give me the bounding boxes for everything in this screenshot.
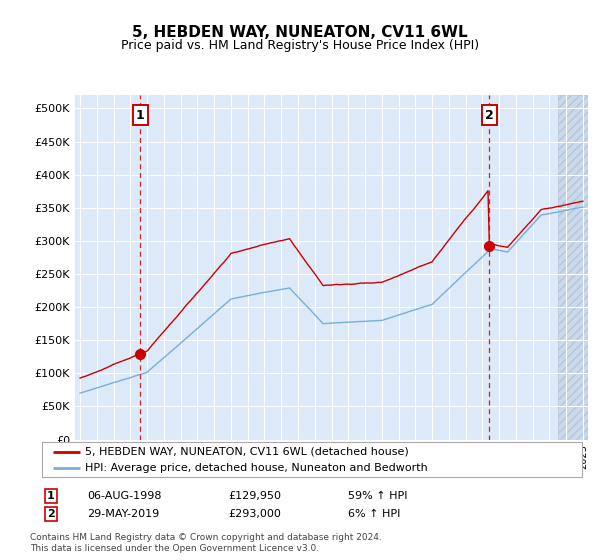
Text: £129,950: £129,950 bbox=[228, 491, 281, 501]
Text: HPI: Average price, detached house, Nuneaton and Bedworth: HPI: Average price, detached house, Nune… bbox=[85, 463, 428, 473]
Text: 29-MAY-2019: 29-MAY-2019 bbox=[87, 509, 159, 519]
Text: Contains HM Land Registry data © Crown copyright and database right 2024.: Contains HM Land Registry data © Crown c… bbox=[30, 533, 382, 542]
Text: 6% ↑ HPI: 6% ↑ HPI bbox=[348, 509, 400, 519]
Text: Price paid vs. HM Land Registry's House Price Index (HPI): Price paid vs. HM Land Registry's House … bbox=[121, 39, 479, 52]
Bar bbox=[558, 95, 588, 440]
Text: 5, HEBDEN WAY, NUNEATON, CV11 6WL: 5, HEBDEN WAY, NUNEATON, CV11 6WL bbox=[132, 25, 468, 40]
Text: 59% ↑ HPI: 59% ↑ HPI bbox=[348, 491, 407, 501]
Text: 2: 2 bbox=[47, 509, 55, 519]
Text: 1: 1 bbox=[47, 491, 55, 501]
Text: 06-AUG-1998: 06-AUG-1998 bbox=[87, 491, 161, 501]
Text: This data is licensed under the Open Government Licence v3.0.: This data is licensed under the Open Gov… bbox=[30, 544, 319, 553]
Text: £293,000: £293,000 bbox=[228, 509, 281, 519]
Text: 5, HEBDEN WAY, NUNEATON, CV11 6WL (detached house): 5, HEBDEN WAY, NUNEATON, CV11 6WL (detac… bbox=[85, 447, 409, 457]
Text: 1: 1 bbox=[136, 109, 145, 122]
Text: 2: 2 bbox=[485, 109, 493, 122]
